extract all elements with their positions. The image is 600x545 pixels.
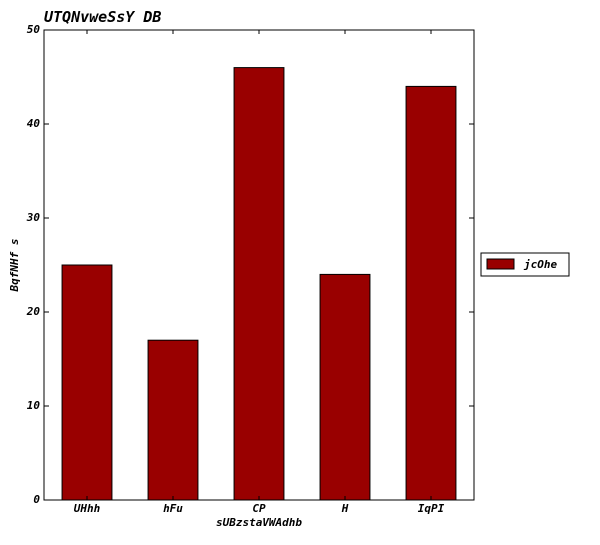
y-tick-label: 10	[27, 399, 41, 412]
bar-UHhh	[61, 264, 113, 501]
x-tick-label: hFu	[163, 502, 183, 515]
legend-label: jcOhe	[523, 258, 557, 271]
y-tick-label: 0	[33, 493, 40, 506]
x-tick-label: CP	[252, 502, 266, 515]
legend: jcOhe	[480, 252, 570, 277]
y-tick-label: 40	[27, 117, 41, 130]
bar-hFu	[147, 339, 199, 501]
bars-layer	[61, 67, 457, 501]
bar-H	[319, 273, 371, 501]
bar-IqPI	[405, 85, 457, 501]
bar-CP	[233, 67, 285, 501]
ticks-layer: UHhh hFu CP H IqPI 0 10 20 30 40 50	[26, 23, 474, 515]
y-tick-label: 20	[26, 305, 41, 318]
x-tick-label: UHhh	[74, 502, 101, 515]
x-axis-label: sUBzstaVWAdhb	[216, 516, 302, 529]
chart-title: UTQNvweSsY DB	[44, 8, 161, 26]
x-tick-label: IqPI	[418, 502, 445, 515]
y-axis-label: BqfNHf s	[8, 239, 21, 293]
x-tick-label: H	[341, 502, 349, 515]
y-tick-label: 50	[27, 23, 41, 36]
legend-swatch	[486, 258, 515, 270]
y-tick-label: 30	[26, 211, 41, 224]
